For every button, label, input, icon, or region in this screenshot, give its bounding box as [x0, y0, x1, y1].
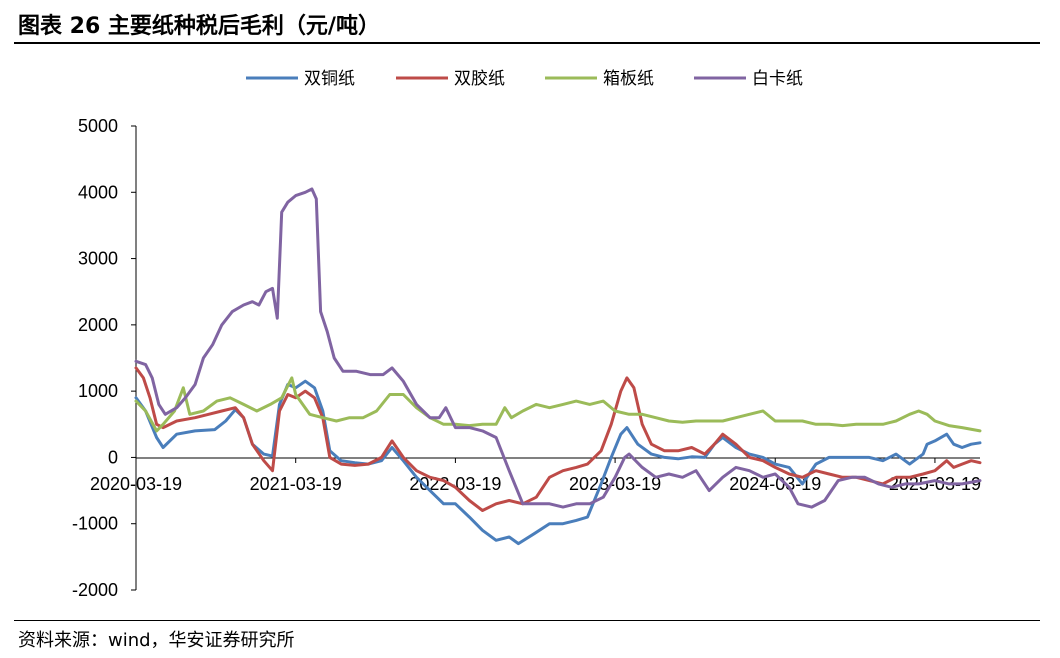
y-tick-label: -2000 — [72, 580, 118, 600]
x-tick-label: 2020-03-19 — [90, 474, 182, 494]
series-line-3 — [134, 376, 982, 433]
source-note: 资料来源：wind，华安证券研究所 — [18, 630, 295, 651]
x-axis: 2020-03-19 2021-03-19 2022-03-19 2023-03-19… — [90, 457, 981, 494]
top-rule — [14, 42, 1040, 44]
x-tick-label: 2025-03-19 — [889, 474, 981, 494]
x-tick-label: 2021-03-19 — [250, 474, 342, 494]
legend-label: 双胶纸 — [454, 69, 505, 89]
y-tick-label: 0 — [108, 447, 118, 467]
y-tick-label: 1000 — [78, 381, 118, 401]
chart-legend: 双铜纸 双胶纸 箱板纸 白卡纸 — [246, 69, 803, 89]
y-tick-label: -1000 — [72, 514, 118, 534]
y-tick-label: 3000 — [78, 249, 118, 269]
series-line-4 — [134, 187, 982, 509]
y-axis: -2000 -1000 0 1000 2000 3000 4000 5000 — [72, 116, 137, 600]
y-tick-label: 2000 — [78, 315, 118, 335]
y-tick-label: 4000 — [78, 182, 118, 202]
series-line-2 — [134, 366, 982, 512]
legend-label: 箱板纸 — [603, 69, 654, 89]
y-tick-label: 5000 — [78, 116, 118, 136]
chart-series — [134, 187, 982, 546]
legend-label: 双铜纸 — [304, 69, 355, 89]
chart-title: 图表 26 主要纸种税后毛利（元/吨） — [18, 14, 380, 39]
bottom-rule — [14, 620, 1040, 621]
legend-label: 白卡纸 — [752, 69, 803, 89]
series-line-1 — [134, 379, 982, 546]
x-tick-label: 2023-03-19 — [569, 474, 661, 494]
